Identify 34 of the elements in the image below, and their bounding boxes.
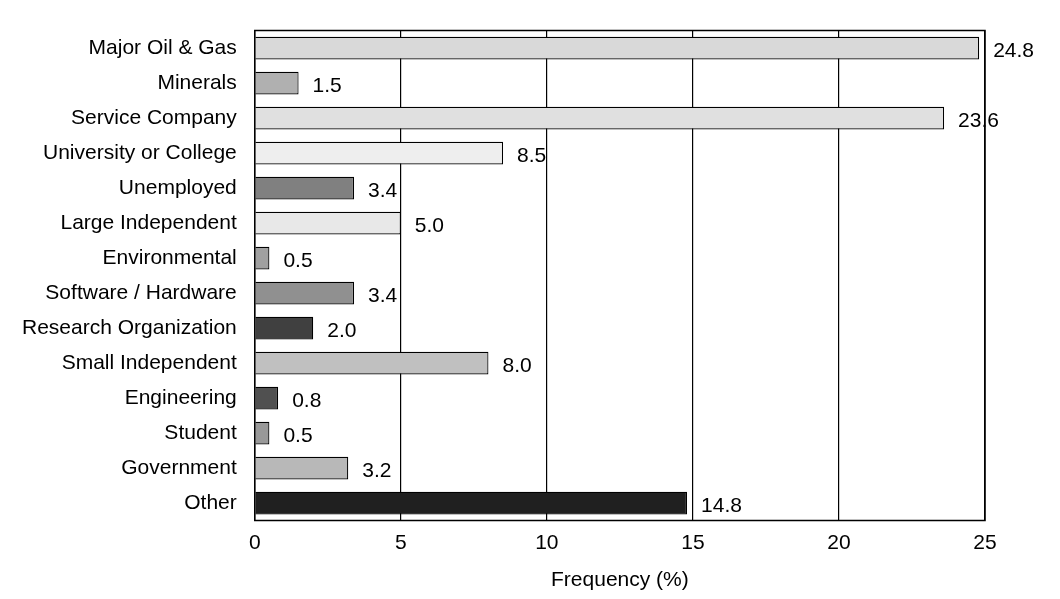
- x-tick-label: 25: [973, 530, 997, 553]
- y-tick-label: Research Organization: [22, 314, 237, 338]
- x-tick-label: 20: [827, 530, 851, 553]
- y-tick-label: Major Oil & Gas: [88, 34, 237, 58]
- y-tick-label: Minerals: [157, 69, 237, 93]
- data-label: 1.5: [312, 72, 342, 96]
- data-label: 5.0: [414, 212, 445, 236]
- y-tick-label: University or College: [43, 139, 237, 163]
- data-label: 3.2: [362, 457, 392, 481]
- data-label: 3.4: [368, 177, 398, 201]
- y-tick-label: Other: [184, 489, 237, 513]
- x-tick-label: 0: [248, 530, 261, 553]
- y-tick-label: Large Independent: [60, 209, 237, 233]
- data-label: 14.8: [701, 492, 742, 516]
- data-label: 2.0: [327, 317, 357, 341]
- y-tick-label: Student: [164, 419, 237, 443]
- y-tick-label: Unemployed: [118, 174, 237, 198]
- x-tick-label: 15: [681, 530, 705, 553]
- y-tick-label: Engineering: [124, 384, 237, 408]
- data-label: 3.4: [368, 282, 398, 306]
- y-tick-label: Environmental: [102, 244, 237, 268]
- y-tick-label: Small Independent: [61, 349, 237, 373]
- data-label: 0.5: [283, 247, 313, 271]
- data-label: 0.8: [292, 387, 322, 411]
- x-tick-label: 10: [535, 530, 559, 553]
- data-label: 8.5: [517, 142, 547, 166]
- data-label: 0.5: [283, 422, 313, 446]
- x-axis-title: Frequency (%): [551, 567, 689, 591]
- y-tick-label: Government: [121, 454, 237, 478]
- y-tick-label: Software / Hardware: [45, 279, 237, 303]
- data-label: 8.0: [502, 352, 532, 376]
- x-tick-label: 5: [394, 530, 407, 553]
- y-tick-label: Service Company: [71, 104, 238, 128]
- data-label: 24.8: [993, 37, 1035, 61]
